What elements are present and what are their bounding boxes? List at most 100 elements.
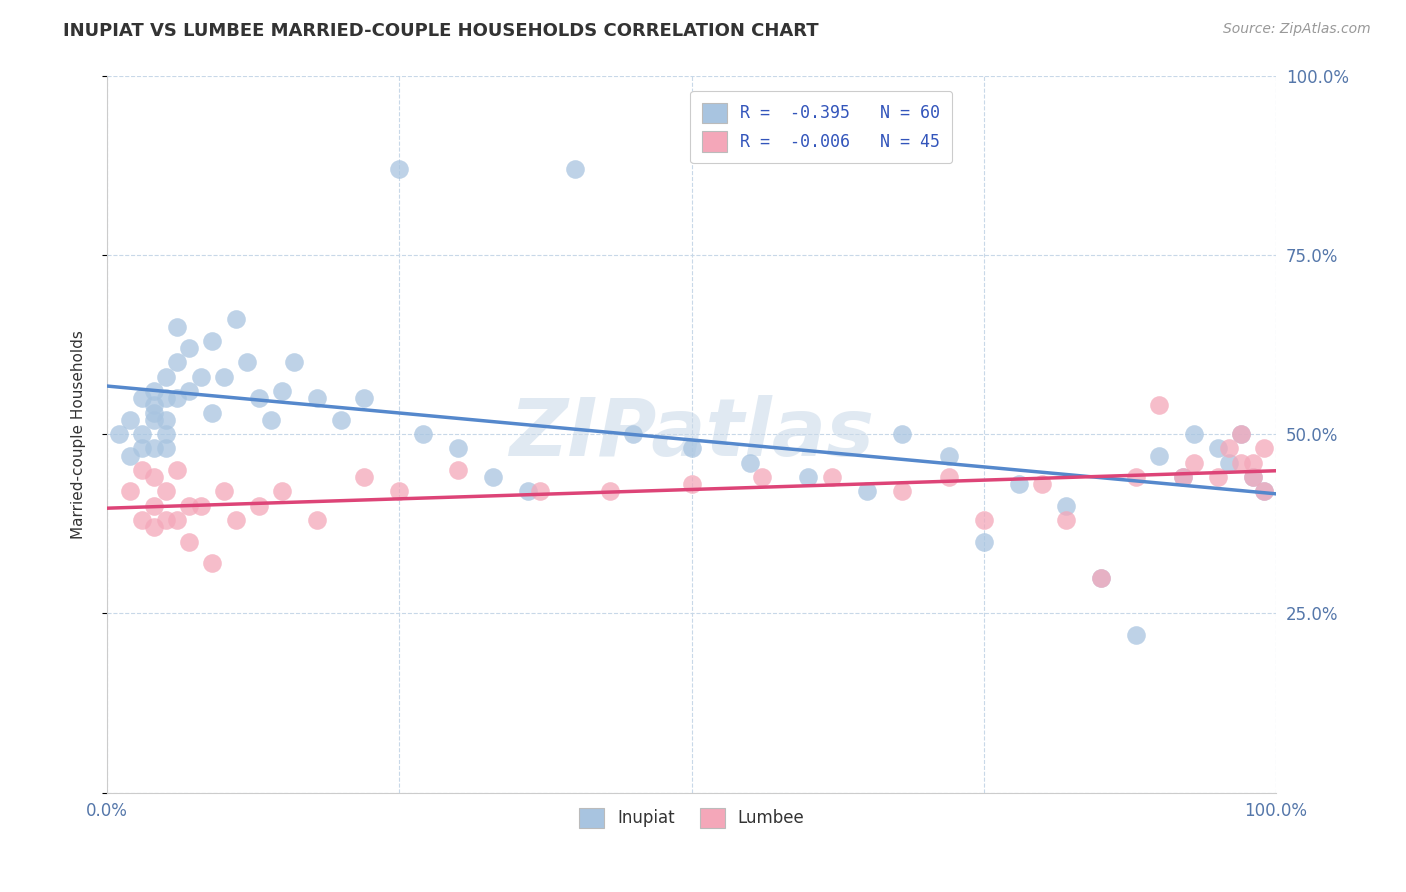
- Point: [821, 470, 844, 484]
- Point: [973, 513, 995, 527]
- Point: [1230, 427, 1253, 442]
- Point: [1147, 398, 1170, 412]
- Point: [155, 391, 177, 405]
- Point: [1253, 484, 1275, 499]
- Point: [201, 334, 224, 348]
- Point: [1218, 442, 1240, 456]
- Point: [1206, 442, 1229, 456]
- Point: [516, 484, 538, 499]
- Point: [307, 513, 329, 527]
- Point: [891, 484, 914, 499]
- Point: [1241, 470, 1264, 484]
- Point: [177, 384, 200, 398]
- Point: [131, 427, 153, 442]
- Point: [225, 513, 247, 527]
- Point: [1090, 570, 1112, 584]
- Point: [564, 161, 586, 176]
- Point: [201, 406, 224, 420]
- Point: [177, 499, 200, 513]
- Point: [891, 427, 914, 442]
- Point: [1125, 470, 1147, 484]
- Point: [599, 484, 621, 499]
- Point: [621, 427, 644, 442]
- Text: Source: ZipAtlas.com: Source: ZipAtlas.com: [1223, 22, 1371, 37]
- Point: [120, 413, 142, 427]
- Point: [738, 456, 761, 470]
- Point: [1054, 499, 1077, 513]
- Text: INUPIAT VS LUMBEE MARRIED-COUPLE HOUSEHOLDS CORRELATION CHART: INUPIAT VS LUMBEE MARRIED-COUPLE HOUSEHO…: [63, 22, 818, 40]
- Point: [1147, 449, 1170, 463]
- Point: [388, 161, 411, 176]
- Point: [1230, 427, 1253, 442]
- Point: [212, 484, 235, 499]
- Point: [938, 449, 960, 463]
- Point: [307, 391, 329, 405]
- Point: [751, 470, 773, 484]
- Point: [107, 427, 129, 442]
- Point: [142, 442, 165, 456]
- Point: [166, 513, 188, 527]
- Point: [353, 470, 375, 484]
- Point: [177, 534, 200, 549]
- Point: [447, 442, 470, 456]
- Point: [1125, 628, 1147, 642]
- Point: [271, 484, 294, 499]
- Point: [260, 413, 283, 427]
- Point: [1253, 442, 1275, 456]
- Point: [142, 384, 165, 398]
- Point: [353, 391, 375, 405]
- Point: [529, 484, 551, 499]
- Point: [120, 484, 142, 499]
- Point: [681, 442, 703, 456]
- Point: [131, 391, 153, 405]
- Point: [142, 413, 165, 427]
- Legend: Inupiat, Lumbee: Inupiat, Lumbee: [572, 801, 811, 835]
- Point: [973, 534, 995, 549]
- Point: [166, 391, 188, 405]
- Point: [166, 319, 188, 334]
- Point: [271, 384, 294, 398]
- Point: [155, 413, 177, 427]
- Point: [247, 499, 270, 513]
- Point: [1090, 570, 1112, 584]
- Point: [938, 470, 960, 484]
- Point: [1031, 477, 1053, 491]
- Point: [155, 442, 177, 456]
- Point: [142, 398, 165, 412]
- Point: [1206, 470, 1229, 484]
- Point: [142, 470, 165, 484]
- Point: [1253, 484, 1275, 499]
- Point: [1182, 456, 1205, 470]
- Point: [190, 499, 212, 513]
- Point: [142, 499, 165, 513]
- Y-axis label: Married-couple Households: Married-couple Households: [72, 330, 86, 539]
- Point: [155, 369, 177, 384]
- Point: [447, 463, 470, 477]
- Point: [155, 484, 177, 499]
- Point: [131, 463, 153, 477]
- Point: [283, 355, 305, 369]
- Point: [142, 520, 165, 534]
- Point: [236, 355, 259, 369]
- Point: [1054, 513, 1077, 527]
- Point: [142, 406, 165, 420]
- Point: [177, 341, 200, 355]
- Point: [1218, 456, 1240, 470]
- Point: [1171, 470, 1194, 484]
- Point: [1241, 456, 1264, 470]
- Point: [1171, 470, 1194, 484]
- Point: [190, 369, 212, 384]
- Point: [201, 556, 224, 570]
- Point: [681, 477, 703, 491]
- Point: [1241, 470, 1264, 484]
- Text: ZIPatlas: ZIPatlas: [509, 395, 875, 473]
- Point: [225, 312, 247, 326]
- Point: [797, 470, 820, 484]
- Point: [120, 449, 142, 463]
- Point: [212, 369, 235, 384]
- Point: [155, 427, 177, 442]
- Point: [155, 513, 177, 527]
- Point: [482, 470, 505, 484]
- Point: [1182, 427, 1205, 442]
- Point: [247, 391, 270, 405]
